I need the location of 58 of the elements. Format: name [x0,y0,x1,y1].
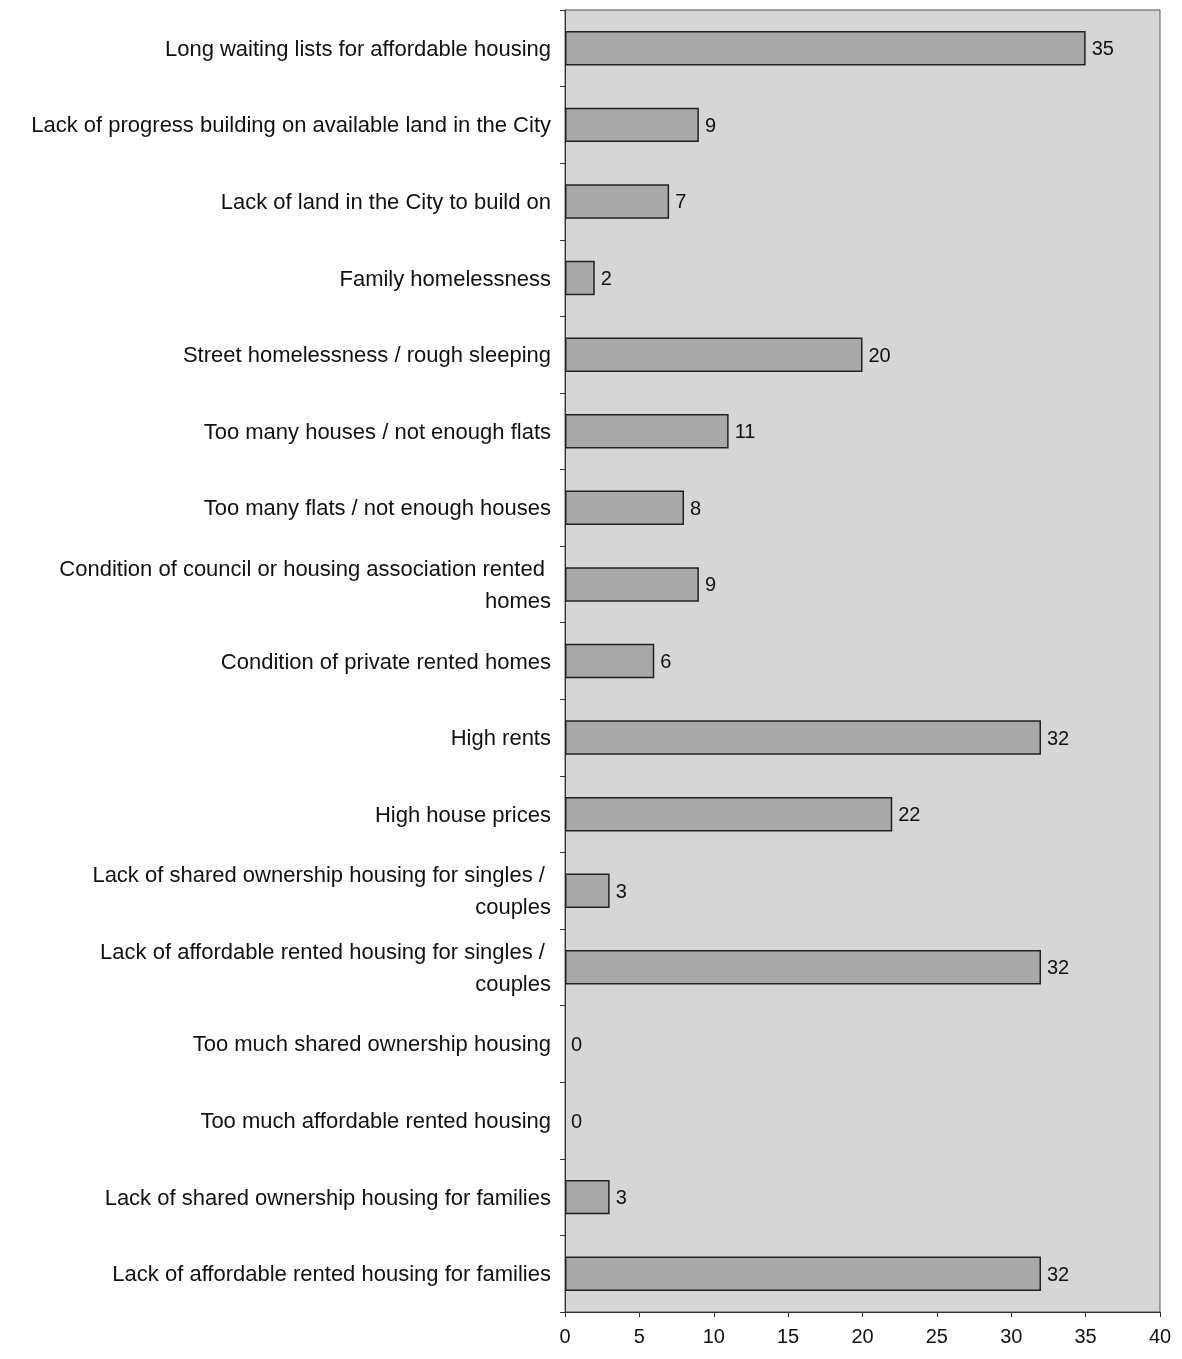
bar [565,260,595,296]
y-tick-label: Lack of shared ownership housing for singles / couples [92,862,551,920]
data-label: 32 [1047,956,1070,979]
bar [565,490,684,526]
y-tick-label: High house prices [374,801,551,827]
data-label: 8 [690,496,702,519]
x-tick-label: 5 [633,1325,645,1347]
bar [565,873,610,908]
y-tick-label: Too many houses / not enough flats [203,418,551,444]
bar [565,796,893,832]
x-tick-label: 15 [777,1325,800,1347]
bar [565,950,1041,985]
y-tick-label: Long waiting lists for affordable housing [164,35,551,61]
data-label: 6 [660,650,672,672]
y-tick-label: Lack of affordable rented housing for singles / couples [100,938,551,996]
y-tick-label: Family homelessness [339,265,551,291]
y-tick-label: Lack of land in the City to build on [220,188,551,214]
y-tick-label: Lack of affordable rented housing for families [112,1261,551,1287]
bar [565,107,699,143]
bar [565,1179,610,1215]
bar [565,720,1041,755]
bar [565,567,699,602]
x-tick-label: 0 [559,1325,571,1347]
data-label: 20 [868,343,891,366]
y-tick-label: Lack of progress building on available land in the City [31,112,551,138]
bar [565,414,729,449]
x-tick-label: 20 [851,1325,874,1347]
data-label: 9 [704,573,716,596]
data-label: 0 [571,1109,583,1132]
bar [565,31,1086,66]
data-label: 32 [1047,726,1070,749]
bar [565,337,863,372]
data-label: 35 [1091,37,1114,60]
y-tick-label: Condition of council or housing association rented homes [59,555,551,613]
data-label: 32 [1047,1262,1070,1285]
y-tick-label: High rents [450,725,551,751]
x-tick-label: 40 [1148,1325,1172,1347]
data-label: 3 [615,1186,627,1209]
y-tick-label: Too much shared ownership housing [192,1031,551,1057]
data-label: 2 [600,267,612,290]
x-tick-label: 10 [702,1325,725,1347]
y-tick-label: Condition of private rented homes [220,648,551,674]
bar [565,1256,1041,1291]
y-tick-label: Street homelessness / rough sleeping [182,342,551,368]
y-tick-label: Too many flats / not enough houses [203,495,551,521]
x-tick-label: 25 [925,1325,948,1347]
x-tick-label: 30 [1000,1325,1023,1347]
data-label: 22 [898,803,921,826]
data-label: 9 [704,113,716,136]
y-tick-label: Too much affordable rented housing [200,1108,551,1134]
data-label: 7 [675,190,687,213]
data-label: 3 [615,879,627,902]
bar [565,184,670,219]
bar [565,643,655,679]
y-tick-label: Lack of shared ownership housing for families [104,1184,551,1210]
data-label: 11 [734,420,756,443]
x-tick-label: 35 [1074,1325,1097,1347]
data-label: 0 [571,1032,583,1055]
